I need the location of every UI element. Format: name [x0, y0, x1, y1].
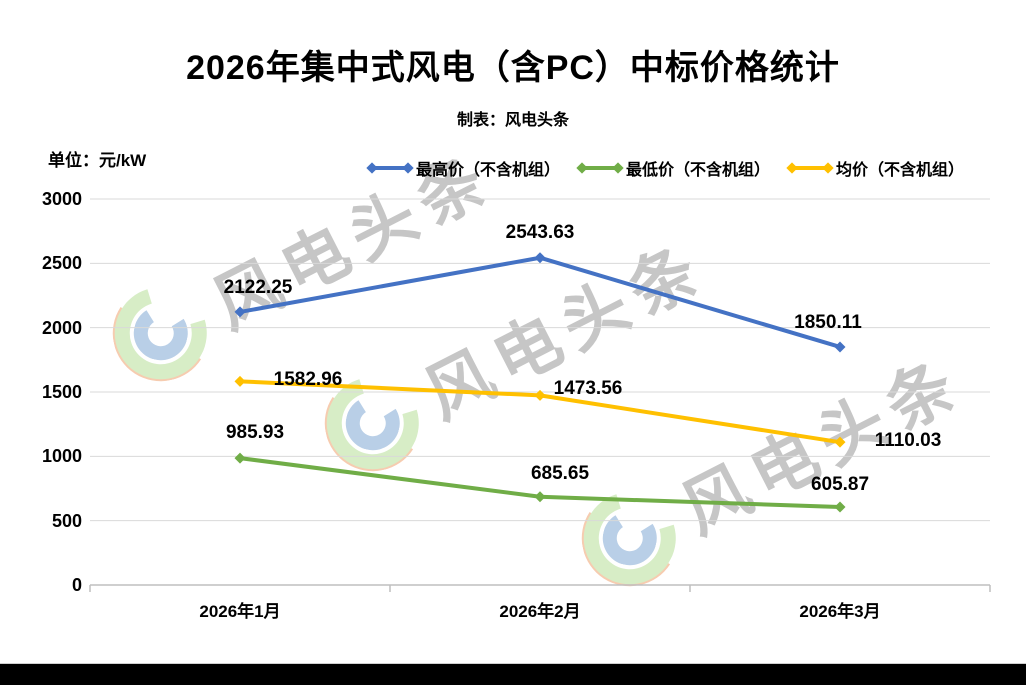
legend-label: 最高价（不含机组） [416, 162, 561, 179]
legend-line-marker-icon [786, 162, 834, 174]
watermark-text: 风电头条 [413, 228, 718, 433]
data-label-avg-price: 1110.03 [874, 430, 942, 452]
legend-line-marker-icon [366, 162, 414, 174]
data-label-max-price: 2122.25 [223, 276, 293, 298]
y-axis-tick-label: 2000 [41, 317, 82, 338]
y-axis-tick-label: 500 [51, 510, 82, 531]
y-axis-tick-label: 0 [71, 575, 82, 595]
data-point-marker-min-price [234, 452, 246, 464]
data-label-min-price: 685.65 [530, 462, 590, 484]
data-point-marker-max-price [534, 252, 546, 264]
y-axis-tick-label: 3000 [41, 189, 82, 209]
y-axis-tick-label: 1000 [41, 446, 82, 467]
data-point-marker-min-price [534, 491, 546, 503]
y-axis-tick-label: 1500 [41, 382, 82, 402]
legend-item-max-price: 最高价（不含机组） [366, 156, 561, 180]
x-axis-category-label: 2026年3月 [799, 602, 881, 621]
data-label-max-price: 2543.63 [505, 221, 575, 243]
y-axis-tick-label: 2500 [41, 253, 82, 274]
data-point-marker-min-price [834, 501, 846, 513]
legend-label: 最低价（不含机组） [626, 162, 771, 179]
data-label-max-price: 1850.11 [794, 311, 862, 333]
legend-label: 均价（不含机组） [836, 162, 965, 179]
legend-line-marker-icon [576, 162, 624, 174]
legend-item-avg-price: 均价（不含机组） [786, 156, 965, 180]
x-axis-category-label: 2026年2月 [499, 602, 581, 621]
unit-label: 单位：元/kW [48, 151, 147, 170]
data-label-min-price: 985.93 [225, 422, 285, 444]
brand-logo-watermark-icon [565, 474, 694, 603]
legend: 最高价（不含机组） 最低价（不含机组） 均价（不含机组） [366, 156, 965, 180]
chart-title: 2026年集中式风电（含PC）中标价格统计 [186, 49, 840, 87]
chart-subtitle: 制表：风电头条 [456, 112, 569, 129]
x-axis-category-label: 2026年1月 [199, 602, 281, 621]
data-label-avg-price: 1473.56 [553, 378, 623, 400]
legend-item-min-price: 最低价（不含机组） [576, 156, 771, 180]
data-label-avg-price: 1582.96 [273, 369, 343, 391]
data-label-min-price: 605.87 [810, 474, 870, 496]
data-point-marker-max-price [834, 341, 846, 353]
bottom-black-bar [0, 663, 1026, 685]
